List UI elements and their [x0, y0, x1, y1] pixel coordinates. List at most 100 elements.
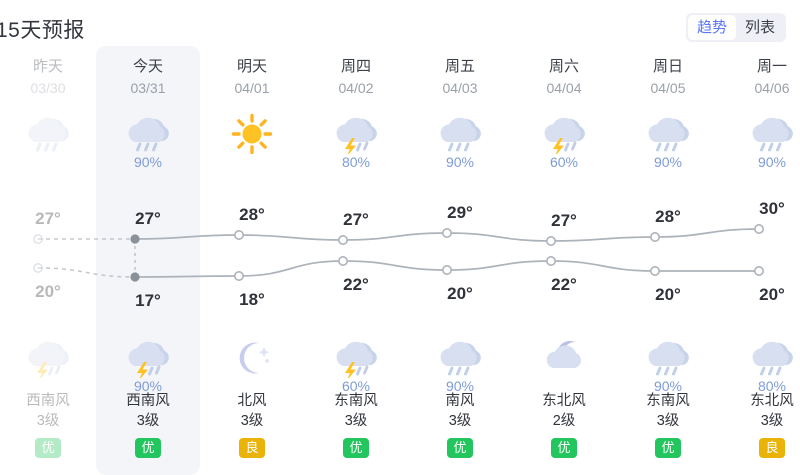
night-block: 90% 西南风 3级 优 — [96, 334, 200, 459]
rain-icon — [22, 110, 74, 154]
nighttime-precip-probability: 80% — [757, 378, 787, 394]
wind-direction: 北风 — [237, 393, 267, 409]
forecast-day-column[interactable]: 昨天 03/30 0% 27° 20° 0% 西南风 — [0, 46, 96, 475]
nighttime-precip-probability: 60% — [341, 378, 371, 394]
rain-icon — [122, 110, 174, 154]
wind-level: 3级 — [240, 412, 264, 429]
low-temperature: 22° — [551, 275, 577, 294]
low-temperature: 18° — [239, 290, 265, 309]
forecast-day-column[interactable]: 周日 04/05 90% 28° 20° 90% 东南风 — [616, 46, 720, 475]
day-name: 周四 — [340, 58, 371, 75]
forecast-day-column[interactable]: 周五 04/03 90% 29° 20° 90% 南风 — [408, 46, 512, 475]
day-name: 周五 — [444, 58, 475, 75]
nighttime-weather: 0% — [22, 334, 74, 392]
daytime-weather: 90% — [122, 110, 174, 171]
night-block: 90% 南风 3级 优 — [408, 334, 512, 459]
sun-icon — [226, 110, 278, 155]
wind-level: 3级 — [36, 412, 60, 429]
air-quality-badge: 优 — [135, 438, 161, 459]
wind-direction: 西南风 — [26, 393, 70, 409]
wind-info: 东南风 3级 — [334, 392, 378, 431]
forecast-columns: 昨天 03/30 0% 27° 20° 0% 西南风 — [0, 46, 800, 475]
low-temperature: 20° — [447, 284, 473, 303]
daytime-weather: 90% — [642, 110, 694, 171]
high-temperature: 27° — [35, 209, 61, 228]
thunderstorm-icon — [22, 334, 74, 378]
air-quality-badge: 优 — [551, 438, 577, 459]
nighttime-precip-probability: 90% — [133, 378, 163, 394]
moon-clear-icon — [226, 334, 278, 378]
nighttime-precip-probability: 90% — [445, 378, 475, 394]
rain-icon — [642, 110, 694, 154]
air-quality-badge: 优 — [343, 438, 369, 459]
daytime-weather: 90% — [434, 110, 486, 171]
night-block: 90% 东南风 3级 优 — [616, 334, 720, 459]
wind-direction: 东北风 — [750, 393, 794, 409]
wind-level: 3级 — [344, 412, 368, 429]
high-temperature: 30° — [759, 199, 785, 218]
moon-cloud-icon — [538, 334, 590, 378]
daytime-precip-probability: 90% — [445, 154, 475, 171]
forecast-day-column[interactable]: 周六 04/04 60% 27° 22° 0% 东北风 2级 优 — [512, 46, 616, 475]
night-block: 60% 东南风 3级 优 — [304, 334, 408, 459]
daytime-weather: 0% — [226, 110, 278, 168]
high-temperature: 28° — [239, 205, 265, 224]
high-temperature: 27° — [343, 210, 369, 229]
wind-info: 东南风 3级 — [646, 392, 690, 431]
wind-info: 东北风 3级 — [750, 392, 794, 431]
day-date: 04/05 — [650, 80, 686, 97]
daytime-weather: 0% — [22, 110, 74, 168]
rain-icon — [434, 334, 486, 378]
daytime-precip-probability: 80% — [341, 154, 371, 171]
forecast-day-column[interactable]: 周四 04/02 80% 27° 22° 60% 东南风 — [304, 46, 408, 475]
nighttime-weather: 60% — [330, 334, 382, 394]
nighttime-weather: 90% — [122, 334, 174, 394]
air-quality-badge: 良 — [759, 438, 785, 459]
wind-direction: 南风 — [445, 393, 475, 409]
day-name: 周六 — [548, 58, 579, 75]
nighttime-weather: 80% — [746, 334, 798, 394]
wind-direction: 东南风 — [334, 393, 378, 409]
forecast-day-column[interactable]: 今天 03/31 90% 27° 17° 90% 西南风 — [96, 46, 200, 475]
thunderstorm-icon — [538, 110, 590, 155]
low-temperature: 20° — [655, 285, 681, 304]
day-name: 今天 — [132, 58, 163, 75]
day-date: 03/31 — [130, 80, 166, 97]
day-name: 明天 — [236, 58, 267, 75]
tab-list[interactable]: 列表 — [744, 19, 775, 36]
night-block: 0% 东北风 2级 优 — [512, 334, 616, 459]
page-title: 15天预报 — [0, 19, 85, 42]
daytime-weather: 60% — [538, 110, 590, 170]
day-date: 04/03 — [442, 80, 478, 97]
wind-level: 3级 — [136, 412, 160, 429]
thunderstorm-icon — [330, 334, 382, 378]
wind-level: 3级 — [760, 412, 784, 429]
thunderstorm-icon — [122, 334, 174, 378]
night-block: 80% 东北风 3级 良 — [720, 334, 800, 459]
daytime-precip-probability: 90% — [133, 154, 163, 171]
panel-header: 15天预报 趋势 列表 — [0, 0, 800, 46]
forecast-day-column[interactable]: 周一 04/06 90% 30° 20° 80% 东北风 — [720, 46, 800, 475]
nighttime-weather: 90% — [434, 334, 486, 394]
wind-level: 2级 — [552, 412, 576, 429]
day-name: 周日 — [652, 58, 683, 75]
daytime-weather: 90% — [746, 110, 798, 170]
rain-icon — [746, 334, 798, 378]
day-date: 04/02 — [338, 80, 374, 97]
tab-trend[interactable]: 趋势 — [687, 15, 736, 40]
thunderstorm-icon — [330, 110, 382, 155]
high-temperature: 28° — [655, 207, 681, 226]
low-temperature: 17° — [135, 291, 161, 310]
air-quality-badge: 优 — [35, 438, 61, 459]
forecast-board: 昨天 03/30 0% 27° 20° 0% 西南风 — [0, 46, 800, 475]
forecast-day-column[interactable]: 明天 04/01 0% 28° 18° 0% 北风 3级 良 — [200, 46, 304, 475]
day-date: 04/01 — [234, 80, 270, 97]
wind-info: 北风 3级 — [238, 392, 267, 431]
low-temperature: 20° — [759, 285, 785, 304]
nighttime-weather: 90% — [642, 334, 694, 394]
daytime-precip-probability: 90% — [653, 154, 683, 171]
nighttime-weather: 0% — [226, 334, 278, 392]
wind-direction: 西南风 — [126, 393, 170, 409]
view-mode-toggle[interactable]: 趋势 列表 — [685, 13, 786, 42]
